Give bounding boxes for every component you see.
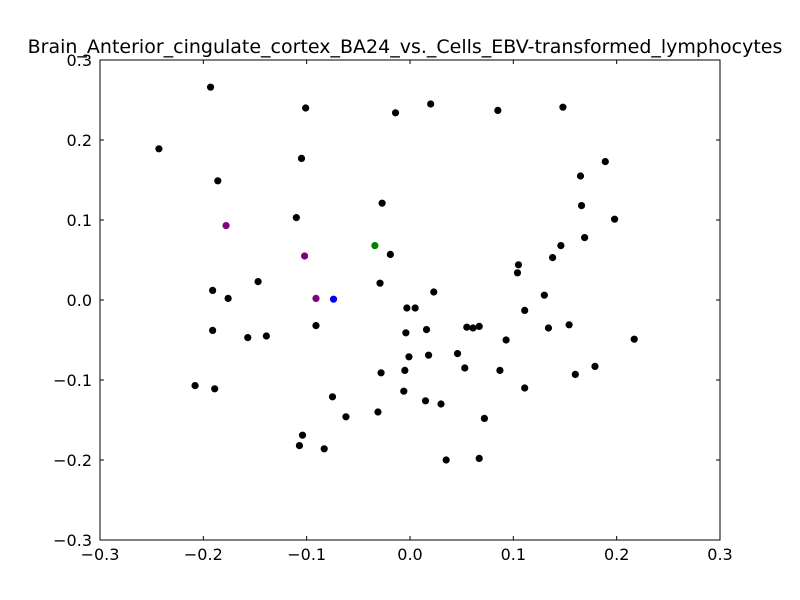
data-point-s0-11 [577,202,586,210]
y-tick-label: −0.3 [53,531,92,550]
data-point-s2-0 [371,242,379,250]
x-tick-label: −0.1 [287,545,326,564]
data-point-s0-39 [262,332,270,340]
data-point-s0-37 [422,326,431,334]
data-point-s0-31 [463,323,471,331]
data-point-s1-1 [301,252,309,260]
data-point-s0-16 [557,242,565,250]
data-point-s0-34 [565,321,573,329]
data-point-s0-54 [521,384,529,392]
data-point-s0-9 [601,158,609,166]
data-point-s0-44 [425,351,433,359]
data-point-s0-20 [513,269,522,277]
y-tick-label: 0.1 [67,211,92,230]
data-point-s0-57 [421,397,430,405]
y-tick-label: −0.2 [53,451,92,470]
y-tick-label: 0.2 [67,131,92,150]
data-point-s1-2 [312,294,320,303]
x-tick-label: −0.3 [81,545,120,564]
data-point-s0-63 [295,442,304,450]
data-point-s0-62 [298,431,307,439]
data-point-s0-15 [581,234,589,242]
data-point-s0-6 [155,145,163,153]
y-tick-label: 0.3 [67,51,92,70]
data-point-s0-10 [576,172,585,180]
data-point-s0-66 [475,454,483,463]
data-points [155,83,638,464]
data-point-s0-32 [469,324,477,332]
data-point-s0-38 [402,329,410,337]
y-tick-label: −0.1 [53,371,92,390]
x-tick-label: 0.1 [501,545,526,564]
x-tick-label: 0.0 [397,545,422,564]
data-point-s0-33 [475,322,483,331]
data-point-s0-3 [427,100,435,108]
x-axis-tick-labels: −0.3 −0.2 −0.1 0.0 0.1 0.2 0.3 [81,545,733,564]
data-point-s0-23 [209,286,217,295]
data-point-s0-30 [312,322,320,330]
data-point-s0-13 [292,214,300,222]
data-point-s0-2 [391,109,400,117]
data-point-s0-60 [342,413,350,421]
data-point-s0-21 [254,278,262,286]
data-point-s0-14 [610,215,619,223]
data-point-s0-51 [591,362,599,371]
data-point-s0-29 [521,306,529,315]
data-point-s0-47 [496,366,504,375]
data-point-s0-49 [377,369,385,377]
data-point-s0-58 [437,400,445,408]
data-point-s3-0 [329,295,338,303]
data-point-s1-0 [222,222,230,230]
data-point-s0-1 [302,104,310,112]
data-point-s0-50 [571,370,579,379]
data-point-s0-64 [320,445,328,453]
data-point-s0-5 [559,103,567,111]
data-point-s0-61 [480,414,489,423]
x-tick-label: 0.2 [604,545,629,564]
data-point-s0-26 [224,294,232,303]
data-point-s0-40 [244,334,252,342]
data-point-s0-53 [211,385,219,393]
data-point-s0-25 [540,291,548,299]
data-point-s0-55 [400,387,408,395]
data-point-s0-12 [378,199,386,207]
chart-title: Brain_Anterior_cingulate_cortex_BA24_vs.… [28,36,783,58]
data-point-s0-43 [453,350,462,358]
axis-ticks [99,59,721,541]
y-tick-label: 0.0 [67,291,92,310]
data-point-s0-56 [328,393,337,401]
data-point-s0-42 [502,336,510,344]
plot-area: −0.3 −0.2 −0.1 0.0 0.1 0.2 0.3 −0.3 −0.2 −0.1 0.0… [53,51,733,564]
data-point-s0-41 [630,335,638,343]
data-point-s0-8 [214,177,222,185]
y-axis-tick-labels: −0.3 −0.2 −0.1 0.0 0.1 0.2 0.3 [53,51,92,550]
data-point-s0-19 [514,261,523,269]
x-tick-label: 0.3 [707,545,732,564]
data-point-s0-18 [548,254,557,262]
data-point-s0-36 [209,326,217,335]
data-point-s0-65 [442,456,450,464]
data-point-s0-22 [376,279,384,287]
data-point-s0-0 [206,83,215,91]
data-point-s0-7 [297,154,306,162]
x-tick-label: −0.2 [184,545,223,564]
data-point-s0-24 [430,288,438,296]
plot-background [100,60,720,540]
data-point-s0-48 [401,366,409,375]
data-point-s0-59 [374,408,382,416]
data-point-s0-27 [403,304,411,312]
data-point-s0-45 [405,353,413,361]
data-point-s0-46 [461,364,469,372]
data-point-s0-52 [191,382,199,390]
data-point-s0-17 [386,250,394,258]
data-point-s0-4 [494,106,502,114]
data-point-s0-28 [411,304,419,312]
data-point-s0-35 [544,324,553,332]
